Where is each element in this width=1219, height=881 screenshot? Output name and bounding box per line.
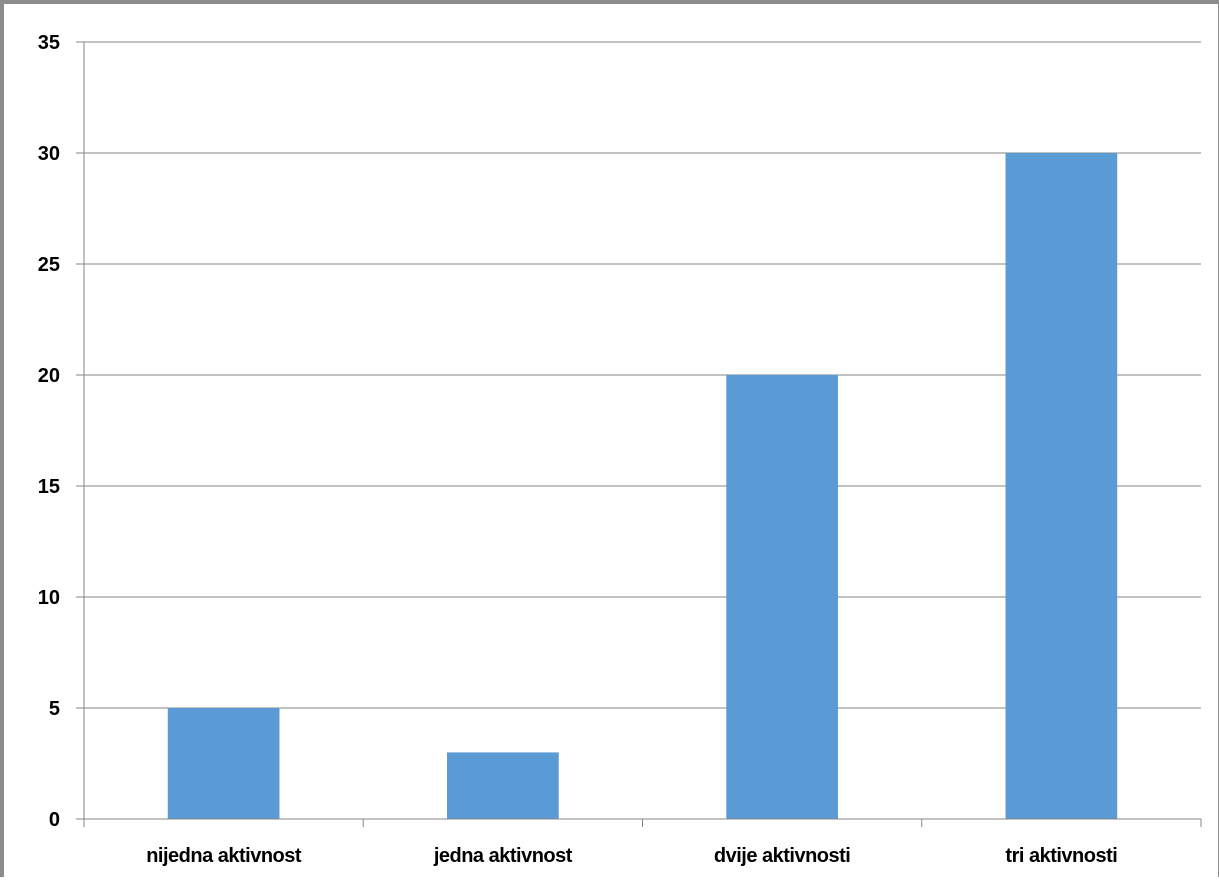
y-tick-label-35: 35 xyxy=(38,32,60,54)
y-tick-label-25: 25 xyxy=(38,254,60,276)
y-tick-labels: 0 5 10 15 20 25 30 35 xyxy=(38,32,60,831)
axes xyxy=(76,42,1202,827)
y-tick-label-20: 20 xyxy=(38,365,60,387)
x-tick-label-jedna-aktivnost: jedna aktivnost xyxy=(433,845,573,867)
bars xyxy=(167,153,1118,819)
x-tick-label-nijedna-aktivnost: nijedna aktivnost xyxy=(146,845,302,867)
bar-dvije-aktivnosti xyxy=(726,375,838,819)
x-tick-labels: nijedna aktivnost jedna aktivnost dvije ak… xyxy=(146,845,1118,867)
bar-jedna-aktivnost xyxy=(447,752,559,819)
bar-tri-aktivnosti xyxy=(1005,153,1118,819)
y-tick-label-0: 0 xyxy=(49,809,60,831)
bar-chart: 0 5 10 15 20 25 30 35 nijedna aktivnost jedna ak… xyxy=(38,32,1202,867)
x-tick-label-tri-aktivnosti: tri aktivnosti xyxy=(1005,845,1117,867)
y-tick-label-10: 10 xyxy=(38,587,60,609)
y-tick-label-15: 15 xyxy=(38,476,60,498)
x-tick-label-dvije-aktivnosti: dvije aktivnosti xyxy=(714,845,851,867)
y-tick-label-5: 5 xyxy=(49,698,60,720)
bar-nijedna-aktivnost xyxy=(167,708,280,819)
y-tick-label-30: 30 xyxy=(38,143,60,165)
gridlines xyxy=(76,41,1201,709)
